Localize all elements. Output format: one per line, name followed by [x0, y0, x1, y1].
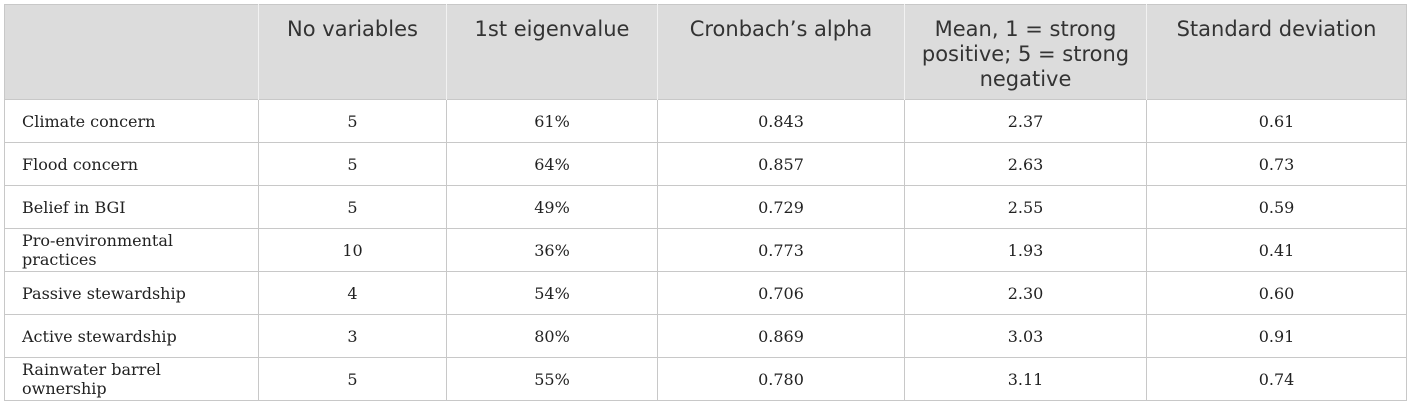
header-cell-standard-deviation: Standard deviation [1146, 4, 1407, 100]
table-row: Climate concern 5 61% 0.843 2.37 0.61 [4, 99, 1407, 143]
cell-standard-deviation: 0.41 [1146, 228, 1407, 272]
cell-mean: 3.11 [904, 357, 1147, 401]
cell-eigenvalue: 61% [446, 99, 658, 143]
table-row: Flood concern 5 64% 0.857 2.63 0.73 [4, 142, 1407, 186]
row-label: Belief in BGI [4, 185, 259, 229]
table-row: Belief in BGI 5 49% 0.729 2.55 0.59 [4, 185, 1407, 229]
data-table: No variables 1st eigenvalue Cronbach’s a… [4, 4, 1407, 401]
header-cell-no-variables: No variables [258, 4, 447, 100]
table-row: Pro-environmental practices 10 36% 0.773… [4, 228, 1407, 272]
row-label: Active stewardship [4, 314, 259, 358]
table-body: Climate concern 5 61% 0.843 2.37 0.61 Fl… [4, 99, 1407, 401]
cell-cronbach-alpha: 0.706 [657, 271, 905, 315]
header-cell-cronbach-alpha: Cronbach’s alpha [657, 4, 905, 100]
cell-standard-deviation: 0.60 [1146, 271, 1407, 315]
row-label: Pro-environmental practices [4, 228, 259, 272]
table-row: Rainwater barrel ownership 5 55% 0.780 3… [4, 357, 1407, 401]
data-table-container: No variables 1st eigenvalue Cronbach’s a… [4, 4, 1407, 401]
cell-cronbach-alpha: 0.729 [657, 185, 905, 229]
header-cell-eigenvalue: 1st eigenvalue [446, 4, 658, 100]
cell-eigenvalue: 55% [446, 357, 658, 401]
cell-cronbach-alpha: 0.780 [657, 357, 905, 401]
cell-mean: 2.37 [904, 99, 1147, 143]
cell-cronbach-alpha: 0.869 [657, 314, 905, 358]
cell-mean: 2.55 [904, 185, 1147, 229]
row-label: Rainwater barrel ownership [4, 357, 259, 401]
cell-standard-deviation: 0.74 [1146, 357, 1407, 401]
cell-eigenvalue: 54% [446, 271, 658, 315]
row-label: Climate concern [4, 99, 259, 143]
cell-standard-deviation: 0.91 [1146, 314, 1407, 358]
table-row: Passive stewardship 4 54% 0.706 2.30 0.6… [4, 271, 1407, 315]
cell-no-variables: 10 [258, 228, 447, 272]
table-header: No variables 1st eigenvalue Cronbach’s a… [4, 4, 1407, 100]
cell-cronbach-alpha: 0.857 [657, 142, 905, 186]
cell-eigenvalue: 49% [446, 185, 658, 229]
header-cell-empty [4, 4, 259, 100]
cell-cronbach-alpha: 0.773 [657, 228, 905, 272]
cell-no-variables: 3 [258, 314, 447, 358]
cell-no-variables: 5 [258, 99, 447, 143]
row-label: Passive stewardship [4, 271, 259, 315]
header-row: No variables 1st eigenvalue Cronbach’s a… [4, 4, 1407, 100]
table-row: Active stewardship 3 80% 0.869 3.03 0.91 [4, 314, 1407, 358]
cell-standard-deviation: 0.59 [1146, 185, 1407, 229]
cell-standard-deviation: 0.73 [1146, 142, 1407, 186]
cell-no-variables: 5 [258, 142, 447, 186]
cell-mean: 1.93 [904, 228, 1147, 272]
cell-mean: 2.63 [904, 142, 1147, 186]
cell-mean: 3.03 [904, 314, 1147, 358]
cell-eigenvalue: 64% [446, 142, 658, 186]
header-cell-mean: Mean, 1 = strong positive; 5 = strong ne… [904, 4, 1147, 100]
cell-no-variables: 5 [258, 185, 447, 229]
row-label: Flood concern [4, 142, 259, 186]
cell-no-variables: 4 [258, 271, 447, 315]
cell-eigenvalue: 36% [446, 228, 658, 272]
cell-mean: 2.30 [904, 271, 1147, 315]
cell-eigenvalue: 80% [446, 314, 658, 358]
cell-cronbach-alpha: 0.843 [657, 99, 905, 143]
cell-standard-deviation: 0.61 [1146, 99, 1407, 143]
cell-no-variables: 5 [258, 357, 447, 401]
